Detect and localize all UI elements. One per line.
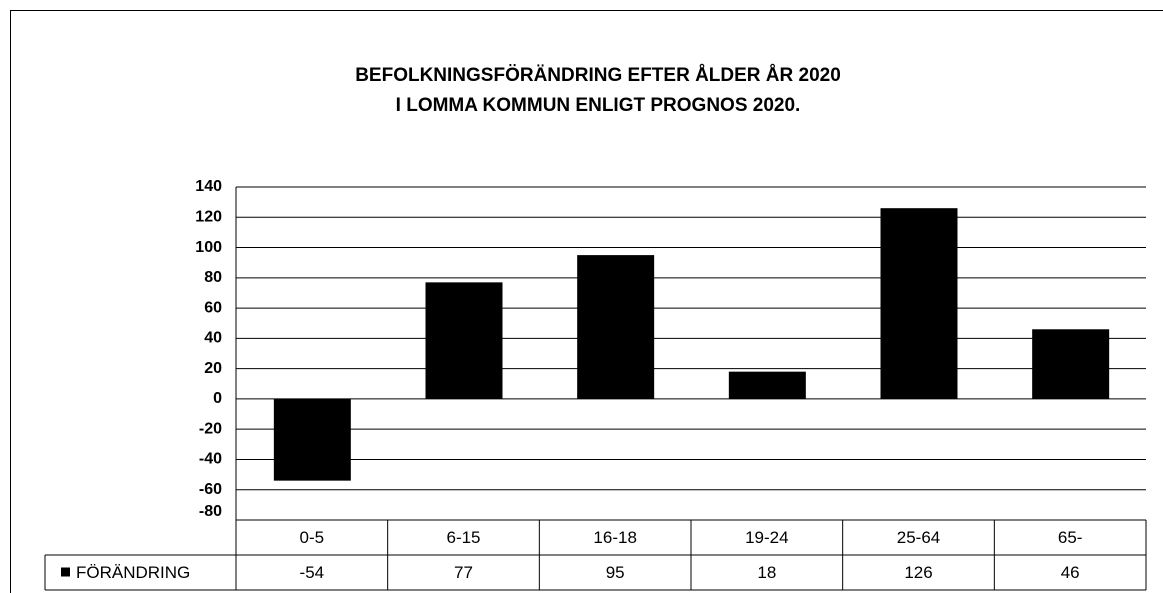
y-tick-label: -40 <box>199 451 222 468</box>
y-tick-label: -80 <box>199 503 222 520</box>
x-tick-label: 65- <box>1058 528 1083 547</box>
chart-title: BEFOLKNINGSFÖRÄNDRING EFTER ÅLDER ÅR 202… <box>355 65 841 86</box>
y-tick-label: 100 <box>195 239 222 256</box>
frame <box>10 10 1163 593</box>
table-value: 18 <box>757 563 776 582</box>
legend-label: FÖRÄNDRING <box>76 563 190 582</box>
bar <box>1032 329 1110 399</box>
table-value: 46 <box>1061 563 1080 582</box>
y-tick-label: 20 <box>204 360 222 377</box>
bar <box>425 282 503 399</box>
y-tick-label: 60 <box>204 299 222 316</box>
x-tick-label: 19-24 <box>745 528 788 547</box>
table-value: 95 <box>606 563 625 582</box>
x-tick-label: 16-18 <box>593 528 636 547</box>
table-value: 126 <box>904 563 932 582</box>
bar <box>273 398 351 481</box>
x-tick-label: 6-15 <box>446 528 480 547</box>
table-grid <box>44 520 1147 591</box>
y-tick-label: 80 <box>204 269 222 286</box>
table-value: 77 <box>454 563 473 582</box>
table-value: -54 <box>300 563 325 582</box>
chart-title: I LOMMA KOMMUN ENLIGT PROGNOS 2020. <box>396 95 801 116</box>
x-tick-label: 0-5 <box>300 528 325 547</box>
bar <box>880 208 958 399</box>
y-tick-label: 140 <box>195 178 222 195</box>
y-tick-label: -60 <box>199 481 222 498</box>
x-tick-label: 25-64 <box>897 528 940 547</box>
bar <box>577 255 655 399</box>
legend-swatch <box>61 567 70 577</box>
y-tick-label: 120 <box>195 208 222 225</box>
bar <box>728 371 806 399</box>
y-tick-label: -20 <box>199 420 222 437</box>
y-tick-label: 40 <box>204 330 222 347</box>
y-tick-label: 0 <box>213 390 222 407</box>
